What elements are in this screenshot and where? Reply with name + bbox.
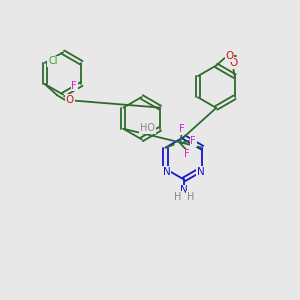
Text: F: F [190,136,196,146]
Text: H: H [174,192,181,202]
Text: O: O [225,51,234,61]
Text: N: N [180,185,188,195]
Text: N: N [163,167,171,177]
Text: Cl: Cl [48,56,58,66]
Text: F: F [179,124,184,134]
Text: H: H [187,192,194,202]
Text: O: O [66,95,74,105]
Text: N: N [197,167,205,177]
Text: F: F [71,80,77,91]
Text: HO: HO [140,123,155,133]
Text: F: F [184,149,190,159]
Text: O: O [229,58,237,68]
